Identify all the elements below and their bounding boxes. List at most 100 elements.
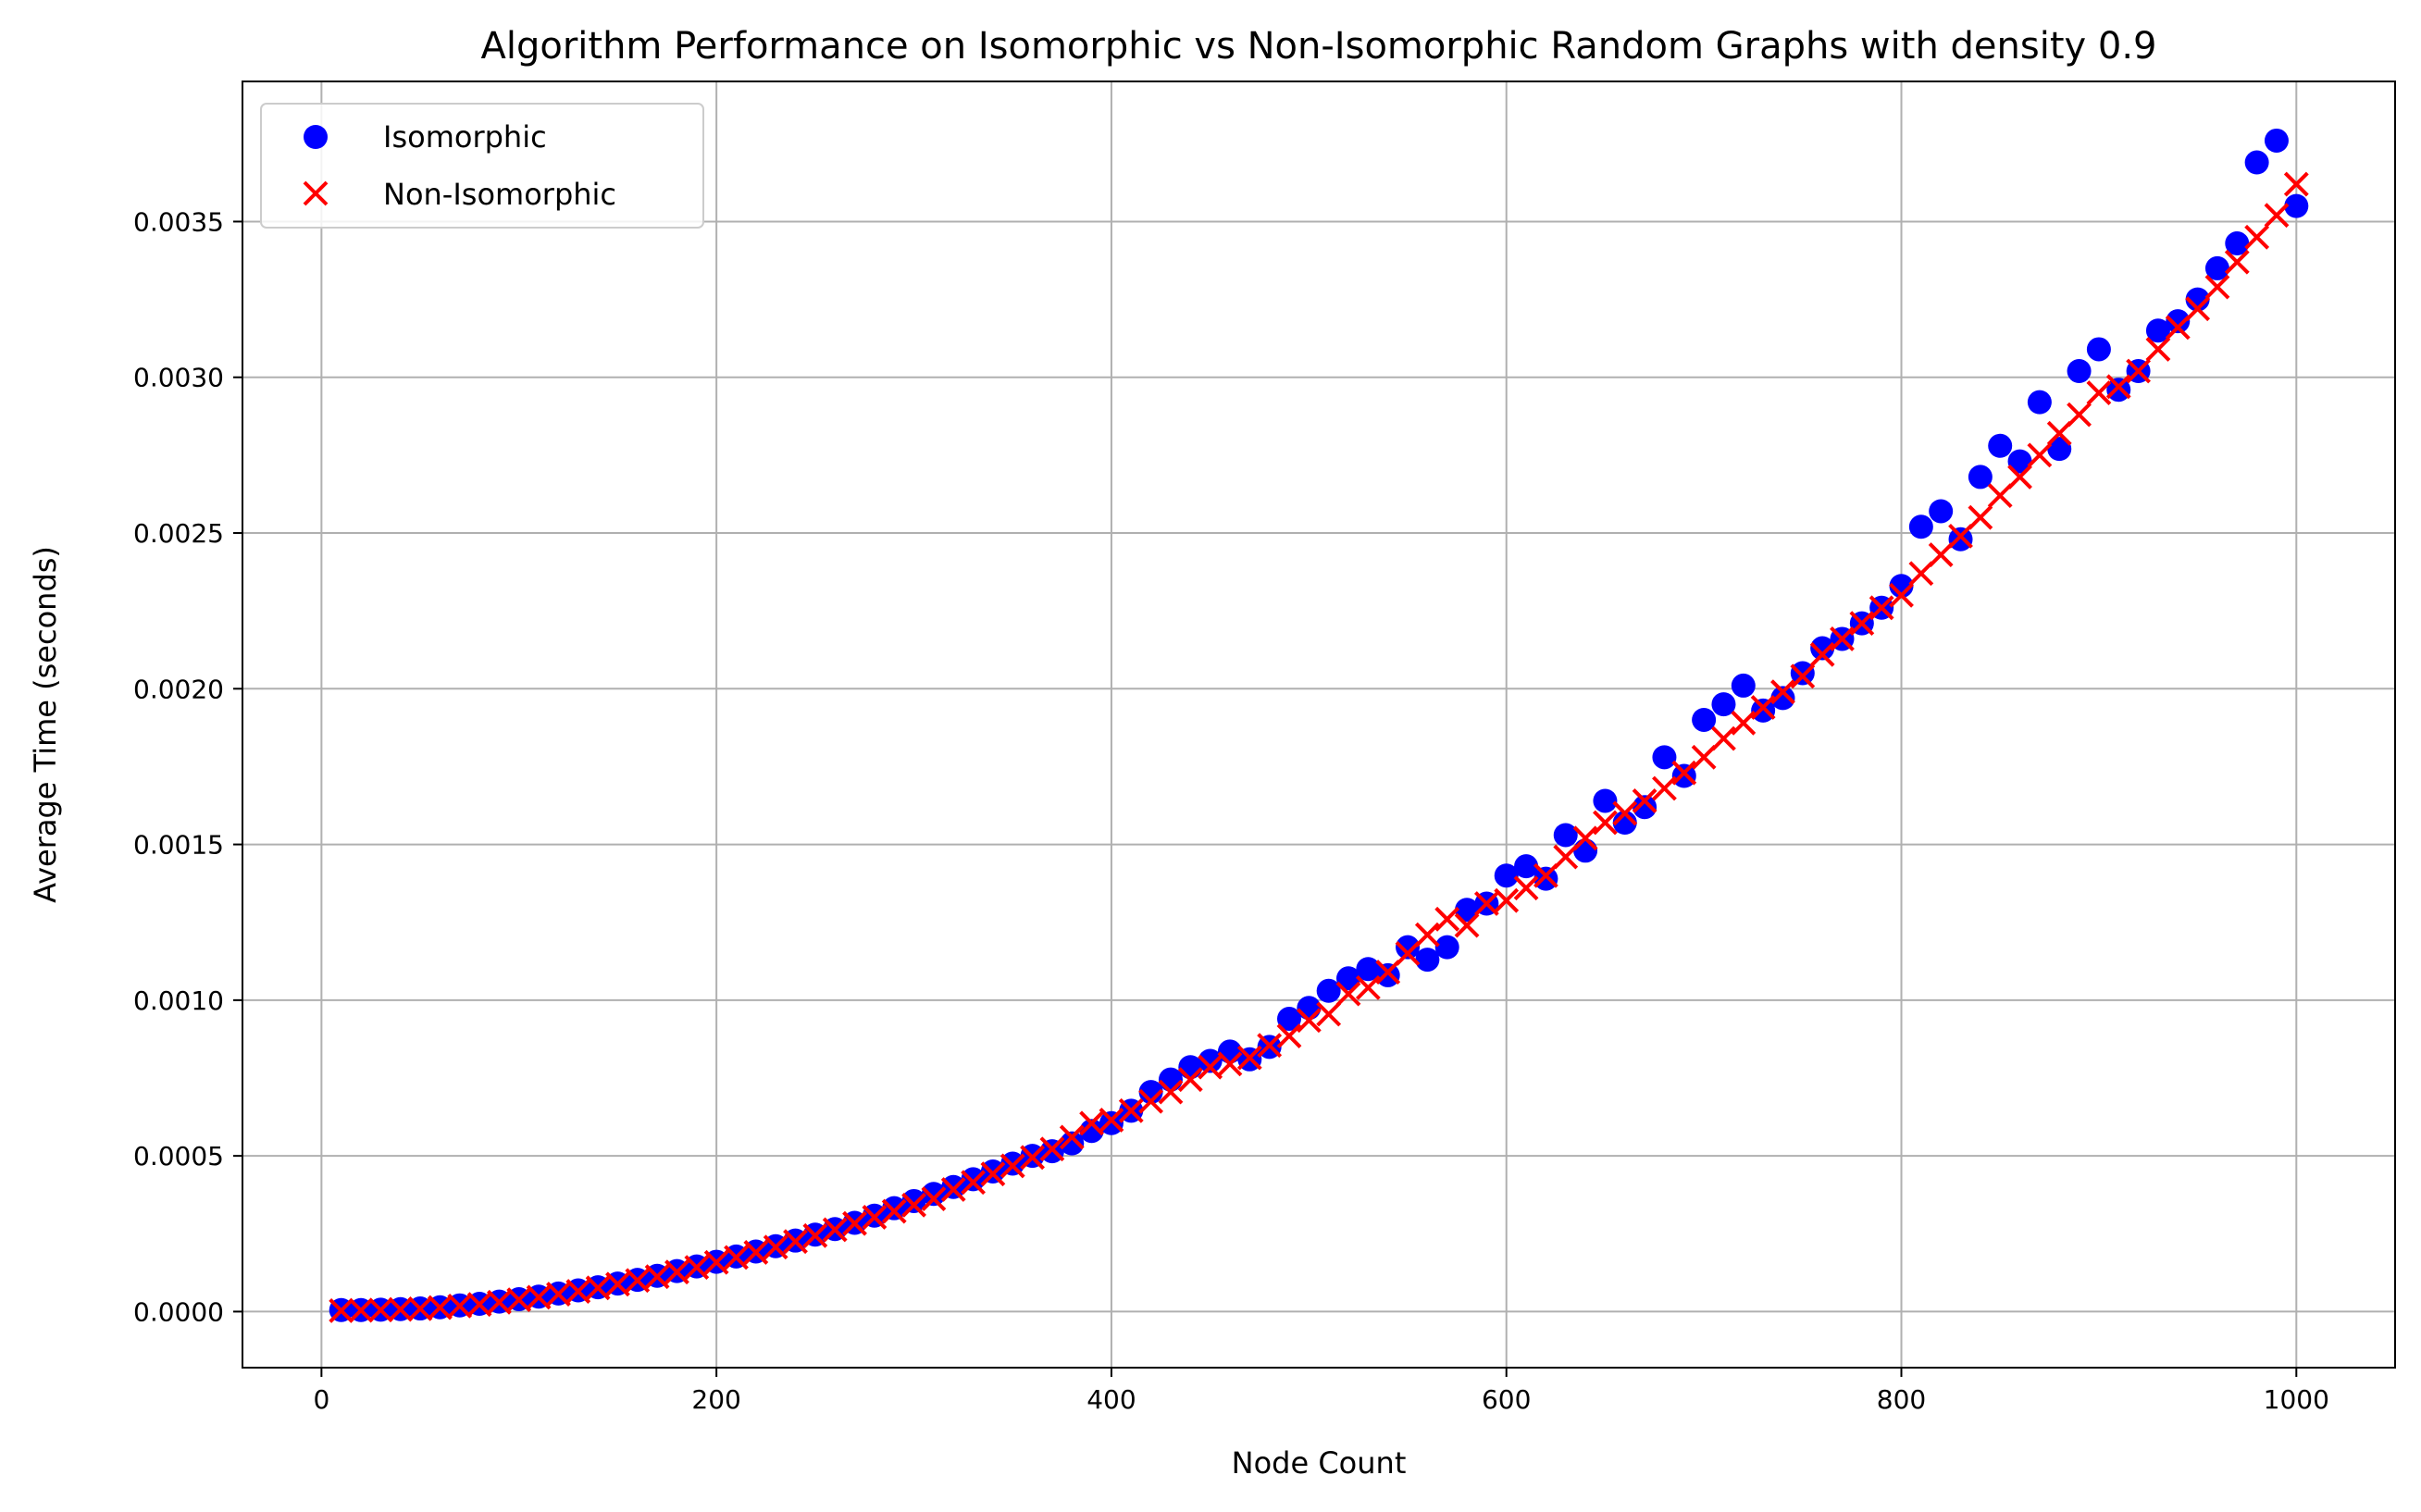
data-points: [329, 128, 2309, 1323]
legend: Isomorphic Non-Isomorphic: [260, 103, 704, 229]
isomorphic-point: [1633, 795, 1657, 820]
non-isomorphic-point: [1671, 760, 1697, 786]
non-isomorphic-point: [783, 1229, 808, 1255]
plot-area-frame: [242, 81, 2396, 1369]
non-isomorphic-point: [822, 1217, 848, 1243]
isomorphic-point: [1573, 838, 1598, 863]
isomorphic-point: [1810, 636, 1835, 661]
non-isomorphic-point: [1217, 1051, 1243, 1077]
non-isomorphic-point: [1059, 1124, 1085, 1150]
non-isomorphic-point: [1118, 1097, 1144, 1123]
isomorphic-point: [1396, 935, 1421, 960]
isomorphic-point: [1692, 707, 1717, 732]
isomorphic-point: [1060, 1131, 1085, 1156]
isomorphic-point: [1612, 811, 1637, 836]
isomorphic-point: [2027, 390, 2052, 415]
isomorphic-point: [2244, 150, 2269, 175]
non-isomorphic-point: [1987, 483, 2013, 509]
isomorphic-point: [1671, 763, 1696, 788]
y-tick-label: 0.0010: [133, 985, 224, 1016]
non-isomorphic-point: [763, 1234, 788, 1260]
non-isomorphic-point: [1198, 1054, 1223, 1080]
y-tick-label: 0.0020: [133, 674, 224, 704]
isomorphic-point: [1099, 1110, 1124, 1135]
x-tick-label: 200: [691, 1384, 740, 1415]
non-isomorphic-point: [940, 1177, 966, 1202]
isomorphic-point: [1751, 698, 1776, 723]
non-isomorphic-point: [1375, 960, 1401, 985]
non-isomorphic-point: [1158, 1079, 1184, 1105]
non-isomorphic-point: [466, 1292, 492, 1318]
non-isomorphic-point: [961, 1170, 986, 1196]
isomorphic-point: [1079, 1119, 1104, 1144]
non-isomorphic-point: [664, 1259, 689, 1285]
isomorphic-point: [1336, 966, 1361, 991]
non-isomorphic-point: [2204, 274, 2230, 300]
y-tick-label: 0.0030: [133, 363, 224, 393]
isomorphic-point: [1889, 574, 1914, 599]
non-isomorphic-point: [1691, 744, 1717, 770]
non-isomorphic-point: [2046, 420, 2072, 446]
y-tick-label: 0.0015: [133, 830, 224, 861]
isomorphic-point: [1316, 978, 1341, 1003]
x-tick-label: 800: [1877, 1384, 1926, 1415]
grid-lines: [242, 81, 2395, 1368]
non-isomorphic-point: [407, 1295, 433, 1321]
non-isomorphic-point: [1572, 825, 1598, 851]
non-isomorphic-point: [2105, 374, 2131, 400]
non-isomorphic-point: [447, 1293, 473, 1319]
non-isomorphic-point: [1236, 1045, 1262, 1071]
non-isomorphic-point: [1593, 810, 1618, 836]
isomorphic-point: [921, 1182, 946, 1207]
legend-box: [260, 103, 704, 229]
isomorphic-point: [1494, 863, 1519, 888]
non-isomorphic-point: [1494, 887, 1520, 913]
non-isomorphic-point: [1513, 875, 1539, 901]
isomorphic-point: [2106, 378, 2131, 403]
non-isomorphic-point: [388, 1296, 414, 1322]
non-isomorphic-point: [2264, 203, 2290, 229]
non-isomorphic-point: [1079, 1110, 1105, 1136]
non-isomorphic-point: [1138, 1088, 1164, 1114]
isomorphic-point: [2284, 193, 2309, 218]
x-tick-label: 0: [313, 1384, 329, 1415]
isomorphic-point: [1929, 499, 1954, 524]
non-isomorphic-point: [506, 1287, 532, 1313]
non-isomorphic-point: [1889, 582, 1914, 608]
non-isomorphic-point: [1731, 710, 1757, 736]
x-tick-label: 400: [1086, 1384, 1136, 1415]
non-isomorphic-point: [2283, 171, 2309, 197]
isomorphic-point: [1297, 996, 1322, 1021]
non-isomorphic-point: [348, 1297, 374, 1323]
non-isomorphic-point: [1533, 862, 1558, 888]
non-isomorphic-point: [802, 1222, 828, 1248]
isomorphic-point: [1790, 661, 1815, 686]
y-axis-label: Average Time (seconds): [28, 546, 63, 903]
non-isomorphic-point: [329, 1297, 354, 1323]
isomorphic-point: [2225, 231, 2250, 256]
non-isomorphic-point: [1335, 981, 1361, 1007]
isomorphic-point: [2086, 337, 2111, 362]
non-isomorphic-point: [1553, 844, 1579, 870]
isomorphic-point: [961, 1167, 986, 1192]
non-isomorphic-point: [1849, 611, 1875, 637]
non-isomorphic-point: [1612, 800, 1638, 826]
non-isomorphic-point: [1257, 1033, 1283, 1059]
non-isomorphic-point: [901, 1192, 926, 1218]
isomorphic-point: [882, 1196, 907, 1221]
non-isomorphic-point: [2244, 224, 2270, 250]
isomorphic-point: [901, 1188, 926, 1213]
isomorphic-point: [1553, 823, 1578, 848]
non-isomorphic-point: [546, 1282, 571, 1307]
isomorphic-point: [1711, 692, 1736, 717]
x-tick-label: 1000: [2264, 1384, 2329, 1415]
isomorphic-point: [1276, 1007, 1301, 1032]
legend-isomorphic-marker: [304, 125, 328, 149]
y-tick-label: 0.0005: [133, 1141, 224, 1171]
non-isomorphic-point: [999, 1153, 1025, 1179]
x-axis-label: Node Count: [1232, 1445, 1407, 1481]
non-isomorphic-point: [1276, 1023, 1302, 1048]
non-isomorphic-point: [1948, 523, 1973, 549]
non-isomorphic-point: [486, 1289, 512, 1315]
